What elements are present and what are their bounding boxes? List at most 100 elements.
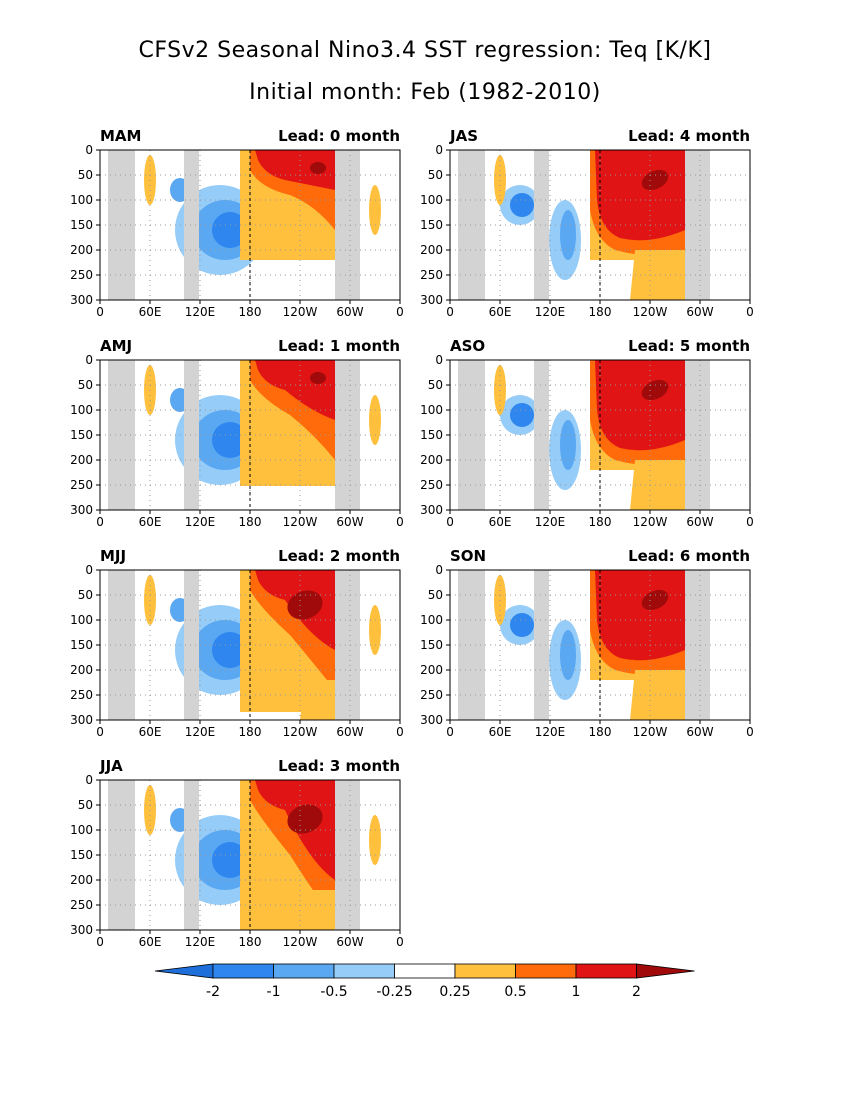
cool-area-dark [212,212,248,248]
y-tick-label: 100 [420,403,443,417]
x-tick-label: 120E [535,305,566,319]
y-tick-label: 200 [420,453,443,467]
cool-area-dark [510,613,534,637]
x-tick-label: 120E [535,725,566,739]
y-tick-label: 50 [78,798,93,812]
x-tick-label: 120W [283,515,318,529]
land-mask-indonesia [184,780,199,930]
y-tick-label: 250 [70,268,93,282]
panel-season-label: JJA [99,757,123,775]
warm-area-red [595,150,685,241]
warm-core-darkred [287,590,323,620]
panel-jja: 0 60E 120E 180 120W 60W 0 0 50 100 150 200 250 300 JJA… [70,757,404,949]
field [100,150,400,300]
colorbar-segment [515,963,577,979]
y-tick-label: 250 [70,898,93,912]
y-tick-label: 200 [70,243,93,257]
colorbar-label: 1 [572,984,581,1000]
x-tick-label: 120W [633,515,668,529]
x-tick-label: 120E [185,935,216,949]
chart-title: CFSv2 Seasonal Nino3.4 SST regression: T… [138,38,712,63]
chart-subtitle: Initial month: Feb (1982-2010) [249,80,601,105]
y-tick-label: 100 [70,193,93,207]
cool-area-dark [212,632,248,668]
x-tick-label: 120E [185,725,216,739]
y-tick-label: 0 [85,143,93,157]
land-mask-americas [685,570,710,720]
cool-area-medium [560,630,576,680]
y-tick-label: 300 [420,503,443,517]
y-tick-label: 50 [428,588,443,602]
land-mask-indonesia [534,150,549,300]
x-tick-label: 0 [96,725,104,739]
colorbar-arrow-low [154,963,214,979]
y-tick-label: 100 [420,613,443,627]
x-tick-label: 0 [96,515,104,529]
x-tick-label: 0 [446,515,454,529]
colorbar-label: -0.5 [320,984,347,1000]
panel-lead-label: Lead: 0 month [278,127,400,145]
warm-patch-east [369,815,381,865]
land-mask-indonesia [184,360,199,510]
y-tick-label: 250 [70,688,93,702]
y-tick-label: 0 [435,143,443,157]
warm-core-darkred [641,169,669,191]
x-tick-label: 60E [139,515,162,529]
y-tick-label: 0 [85,773,93,787]
warm-core-darkred [310,162,326,174]
panel-jas: 0 60E 120E 180 120W 60W 0 0 50 100 150 200 250 300 JAS… [420,127,754,319]
colorbar-segment [394,963,456,979]
colorbar-segment [575,963,637,979]
x-tick-label: 60E [489,305,512,319]
y-tick-label: 250 [420,268,443,282]
x-tick-label: 120W [633,305,668,319]
x-tick-label: 180 [239,725,262,739]
warm-patch-east [369,395,381,445]
panel-lead-label: Lead: 5 month [628,337,750,355]
x-tick-label: 120E [535,515,566,529]
y-tick-label: 200 [420,663,443,677]
cool-area-dark [212,422,248,458]
land-mask-americas [335,360,360,510]
panel-season-label: JAS [449,127,478,145]
panel-season-label: MAM [100,127,141,145]
x-tick-label: 180 [589,305,612,319]
cool-area-dark [510,403,534,427]
y-tick-label: 300 [420,713,443,727]
cool-area-dark [212,842,248,878]
x-tick-label: 60W [686,305,713,319]
colorbar-segment [454,963,516,979]
x-tick-label: 180 [239,515,262,529]
x-tick-label: 60W [336,305,363,319]
colorbar: -2 -1 -0.5 -0.25 0.25 0.5 1 2 [154,963,695,1000]
warm-core-darkred [310,372,326,384]
x-tick-label: 0 [746,305,754,319]
x-tick-label: 60E [139,935,162,949]
panel-lead-label: Lead: 4 month [628,127,750,145]
panel-son: 0 60E 120E 180 120W 60W 0 0 50 100 150 200 250 300 SON… [420,547,754,739]
y-tick-label: 100 [70,403,93,417]
x-tick-label: 0 [396,305,404,319]
panel-aso: 0 60E 120E 180 120W 60W 0 0 50 100 150 200 250 300 ASO… [420,337,754,529]
colorbar-label: -0.25 [376,984,412,1000]
x-tick-label: 180 [239,935,262,949]
land-mask-americas [335,780,360,930]
x-tick-label: 0 [746,515,754,529]
land-mask-indonesia [184,150,199,300]
land-mask-indonesia [534,360,549,510]
warm-patch-east [369,185,381,235]
x-tick-label: 180 [589,725,612,739]
field [100,360,400,510]
land-mask-indonesia [184,570,199,720]
x-tick-label: 120W [283,725,318,739]
y-tick-label: 150 [70,218,93,232]
y-tick-label: 150 [70,428,93,442]
x-tick-label: 120W [283,935,318,949]
panel-season-label: MJJ [100,547,126,565]
x-tick-label: 0 [396,725,404,739]
land-mask-americas [335,150,360,300]
field [450,570,750,720]
y-tick-label: 200 [420,243,443,257]
x-tick-label: 0 [96,305,104,319]
y-tick-label: 100 [70,613,93,627]
